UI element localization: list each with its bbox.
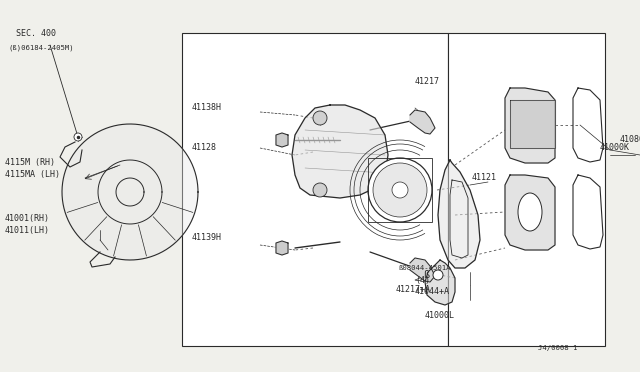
Polygon shape <box>276 241 288 255</box>
Text: SEC. 400: SEC. 400 <box>16 29 56 38</box>
Polygon shape <box>505 175 555 250</box>
Polygon shape <box>438 160 480 268</box>
Text: 41139H: 41139H <box>192 234 222 243</box>
Text: 41044+A: 41044+A <box>415 288 450 296</box>
Bar <box>448 33 605 346</box>
Circle shape <box>392 182 408 198</box>
Text: 41080K: 41080K <box>620 135 640 144</box>
Polygon shape <box>410 258 435 282</box>
Text: ß08044-4501A: ß08044-4501A <box>398 265 451 271</box>
Text: 4115M (RH): 4115M (RH) <box>5 158 55 167</box>
Circle shape <box>313 111 327 125</box>
Polygon shape <box>410 110 435 134</box>
Circle shape <box>373 163 427 217</box>
Text: 41000K: 41000K <box>600 144 630 153</box>
Text: 41121: 41121 <box>472 173 497 183</box>
Text: ß: ß <box>423 270 429 280</box>
Text: J4/0008 1: J4/0008 1 <box>538 345 577 351</box>
Ellipse shape <box>518 193 542 231</box>
Polygon shape <box>505 88 555 163</box>
Text: 41217+A: 41217+A <box>396 285 431 295</box>
Circle shape <box>74 133 82 141</box>
Text: (4): (4) <box>415 276 430 285</box>
Polygon shape <box>425 260 455 305</box>
Text: 41011(LH): 41011(LH) <box>5 225 50 234</box>
Text: 41217: 41217 <box>415 77 440 87</box>
Text: (ß)06184-2405M): (ß)06184-2405M) <box>8 45 74 51</box>
Circle shape <box>433 270 443 280</box>
Text: 4115MA (LH): 4115MA (LH) <box>5 170 60 180</box>
Bar <box>182 33 448 346</box>
Polygon shape <box>62 124 198 260</box>
Circle shape <box>313 183 327 197</box>
Polygon shape <box>292 105 388 198</box>
Circle shape <box>368 158 432 222</box>
Text: 41128: 41128 <box>192 144 217 153</box>
Text: 41138H: 41138H <box>192 103 222 112</box>
Text: 41001(RH): 41001(RH) <box>5 214 50 222</box>
Polygon shape <box>510 100 555 148</box>
Text: 41000L: 41000L <box>425 311 455 320</box>
Bar <box>368 158 432 222</box>
Polygon shape <box>276 133 288 147</box>
